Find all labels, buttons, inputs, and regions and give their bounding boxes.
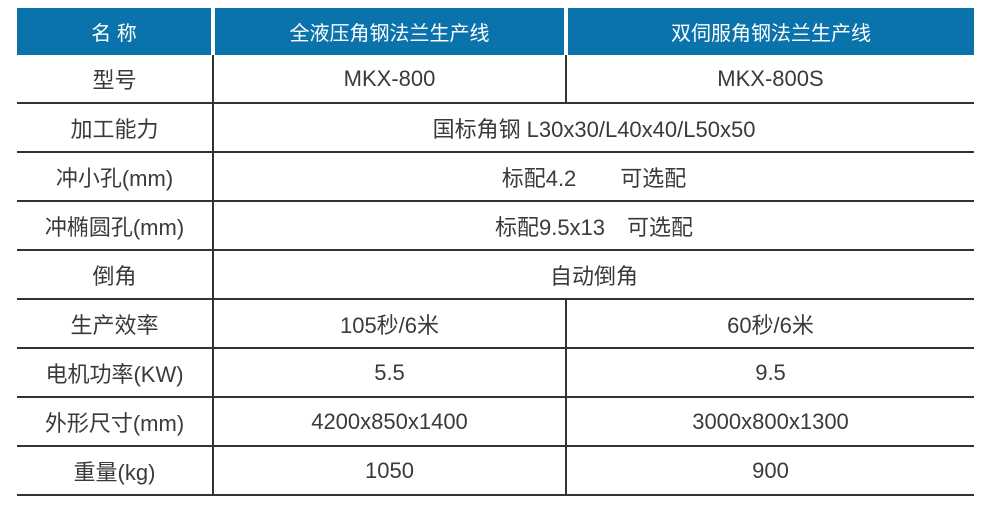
row-label: 冲椭圆孔(mm) xyxy=(17,200,214,250)
row-label: 重量(kg) xyxy=(17,445,214,496)
motor-power-value-right: 9.5 xyxy=(565,347,974,397)
capacity-value: 国标角钢 L30x30/L40x40/L50x50 xyxy=(213,102,974,152)
row-capacity: 加工能力 国标角钢 L30x30/L40x40/L50x50 xyxy=(17,102,974,152)
product-spec-table: 名 称 全液压角钢法兰生产线 双伺服角钢法兰生产线 型号 MKX-800 MKX… xyxy=(17,8,974,496)
header-row: 名 称 全液压角钢法兰生产线 双伺服角钢法兰生产线 xyxy=(17,8,974,55)
spec-table-container: 名 称 全液压角钢法兰生产线 双伺服角钢法兰生产线 型号 MKX-800 MKX… xyxy=(17,8,974,496)
model-value-left: MKX-800 xyxy=(213,55,566,103)
weight-value-right: 900 xyxy=(565,445,974,496)
header-cell-hydraulic-line: 全液压角钢法兰生产线 xyxy=(211,8,566,55)
weight-value-left: 1050 xyxy=(213,445,566,496)
efficiency-value-left: 105秒/6米 xyxy=(213,298,566,348)
row-label: 电机功率(KW) xyxy=(17,347,214,397)
header-cell-name: 名 称 xyxy=(17,8,213,55)
dimensions-value-left: 4200x850x1400 xyxy=(213,396,566,446)
oval-hole-value: 标配9.5x13 可选配 xyxy=(213,200,974,250)
row-label: 倒角 xyxy=(17,249,214,299)
row-label: 生产效率 xyxy=(17,298,214,348)
model-value-right: MKX-800S xyxy=(565,55,974,103)
small-hole-value: 标配4.2 可选配 xyxy=(213,151,974,201)
row-model: 型号 MKX-800 MKX-800S xyxy=(17,55,974,103)
row-weight: 重量(kg) 1050 900 xyxy=(17,445,974,496)
row-oval-hole: 冲椭圆孔(mm) 标配9.5x13 可选配 xyxy=(17,200,974,250)
row-chamfer: 倒角 自动倒角 xyxy=(17,249,974,299)
table-body: 型号 MKX-800 MKX-800S 加工能力 国标角钢 L30x30/L40… xyxy=(17,55,974,496)
row-label: 外形尺寸(mm) xyxy=(17,396,214,446)
row-label: 冲小孔(mm) xyxy=(17,151,214,201)
chamfer-value: 自动倒角 xyxy=(213,249,974,299)
row-small-hole: 冲小孔(mm) 标配4.2 可选配 xyxy=(17,151,974,201)
row-dimensions: 外形尺寸(mm) 4200x850x1400 3000x800x1300 xyxy=(17,396,974,446)
efficiency-value-right: 60秒/6米 xyxy=(565,298,974,348)
header-cell-servo-line: 双伺服角钢法兰生产线 xyxy=(564,8,974,55)
dimensions-value-right: 3000x800x1300 xyxy=(565,396,974,446)
row-motor-power: 电机功率(KW) 5.5 9.5 xyxy=(17,347,974,397)
row-label: 加工能力 xyxy=(17,102,214,152)
row-efficiency: 生产效率 105秒/6米 60秒/6米 xyxy=(17,298,974,348)
motor-power-value-left: 5.5 xyxy=(213,347,566,397)
row-label: 型号 xyxy=(17,55,214,103)
table-header: 名 称 全液压角钢法兰生产线 双伺服角钢法兰生产线 xyxy=(17,8,974,55)
